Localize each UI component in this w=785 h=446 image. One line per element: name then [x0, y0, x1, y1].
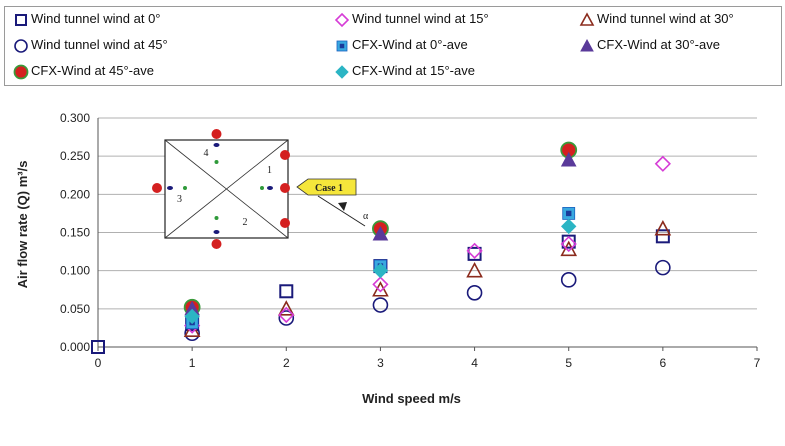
inset-red-dot — [280, 183, 290, 193]
inset-red-dot — [152, 183, 162, 193]
inset-red-dot — [211, 129, 222, 139]
inset-label: 4 — [204, 148, 209, 159]
inset-blue-dot — [213, 143, 220, 147]
data-point — [372, 225, 389, 241]
legend-marker — [15, 14, 27, 26]
series-7 — [184, 218, 577, 325]
y-tick-label: 0.000 — [60, 340, 90, 354]
inset-green-dot — [214, 216, 219, 220]
legend-marker — [14, 39, 28, 53]
inset-red-dot — [280, 150, 290, 160]
data-point — [372, 262, 389, 279]
legend-marker-shape — [14, 39, 28, 53]
data-point — [655, 229, 670, 244]
inset-red-dot — [211, 239, 222, 249]
legend-marker-shape — [13, 64, 29, 80]
x-tick-label: 4 — [471, 356, 478, 370]
data-point — [561, 234, 576, 249]
data-point — [560, 240, 578, 257]
x-tick-label: 6 — [660, 356, 667, 370]
data-point-core — [566, 210, 572, 217]
legend-marker-shape — [580, 38, 594, 52]
data-point — [466, 285, 483, 301]
data-point — [91, 340, 105, 354]
data-point — [560, 235, 577, 253]
y-tick-label: 0.150 — [60, 226, 90, 240]
legend-label: CFX-Wind at 45°-ave — [31, 63, 154, 78]
angle-line — [317, 195, 366, 227]
legend-label: Wind tunnel wind at 30° — [597, 11, 734, 26]
inset-diagonal — [164, 139, 289, 239]
series-2 — [183, 219, 672, 338]
x-axis-label: Wind speed m/s — [362, 391, 461, 406]
legend-label: Wind tunnel wind at 15° — [352, 11, 489, 26]
data-point — [560, 151, 577, 167]
legend-label: CFX-Wind at 15°-ave — [352, 63, 475, 78]
inset-label: 2 — [243, 217, 248, 228]
legend-label: Wind tunnel wind at 0° — [31, 11, 161, 26]
x-tick-label: 1 — [189, 356, 196, 370]
case-callout-arrow — [296, 178, 357, 196]
legend-marker-shape — [15, 14, 27, 26]
data-point — [466, 242, 483, 259]
data-point — [277, 300, 295, 316]
data-point — [654, 155, 671, 172]
legend-marker — [334, 12, 350, 28]
legend-marker-shape-core — [339, 43, 345, 49]
data-point — [372, 276, 389, 293]
series-3 — [184, 259, 671, 342]
legend-marker-shape — [579, 12, 595, 26]
legend-marker — [13, 64, 29, 80]
legend-label: Wind tunnel wind at 45° — [31, 37, 168, 52]
legend-marker-shape — [334, 12, 350, 28]
legend-marker — [580, 38, 594, 52]
legend-label: CFX-Wind at 0°-ave — [352, 37, 468, 52]
x-tick-label: 3 — [377, 356, 384, 370]
x-tick-label: 2 — [283, 356, 290, 370]
inset-green-dot — [214, 160, 219, 164]
data-point — [561, 218, 577, 235]
legend-label: CFX-Wind at 30°-ave — [597, 37, 720, 52]
x-tick-label: 7 — [754, 356, 761, 370]
angle-arrowhead — [338, 202, 347, 211]
y-tick-label: 0.250 — [60, 149, 90, 163]
inset-blue-dot — [267, 186, 273, 190]
legend-marker — [579, 12, 595, 26]
inset-green-dot — [183, 186, 187, 190]
y-tick-label: 0.200 — [60, 187, 90, 201]
inset-green-dot — [260, 186, 264, 190]
inset-blue-dot — [167, 186, 173, 190]
series-6 — [183, 141, 578, 316]
data-point — [655, 259, 671, 276]
legend-marker — [335, 65, 349, 79]
inset-label: 1 — [267, 165, 272, 176]
legend-marker-shape — [335, 65, 349, 79]
data-point — [279, 284, 294, 299]
data-point — [467, 246, 482, 261]
inset-blue-dot — [213, 230, 220, 234]
data-point — [372, 297, 389, 313]
series-5 — [184, 151, 577, 316]
angle-label: α — [363, 211, 369, 222]
data-point — [466, 261, 483, 278]
y-axis-label: Air flow rate (Q) m³/s — [15, 161, 30, 289]
y-tick-label: 0.050 — [60, 302, 90, 316]
x-tick-label: 0 — [95, 356, 102, 370]
data-point — [278, 310, 295, 326]
inset-label: 3 — [177, 194, 182, 205]
y-tick-label: 0.300 — [60, 111, 90, 125]
x-tick-label: 5 — [565, 356, 572, 370]
y-tick-label: 0.100 — [60, 264, 90, 278]
inset-diagram: 1 2 3 4 Case 1 α — [152, 129, 369, 249]
data-point — [654, 219, 672, 236]
inset-red-dot — [280, 218, 290, 228]
data-point — [184, 308, 200, 325]
chart-legend: Wind tunnel wind at 0° Wind tunnel wind a… — [4, 6, 782, 86]
data-point — [278, 306, 295, 324]
data-point — [372, 281, 389, 297]
legend-marker — [336, 40, 348, 52]
data-point — [560, 272, 577, 288]
case-callout-label: Case 1 — [315, 183, 343, 194]
